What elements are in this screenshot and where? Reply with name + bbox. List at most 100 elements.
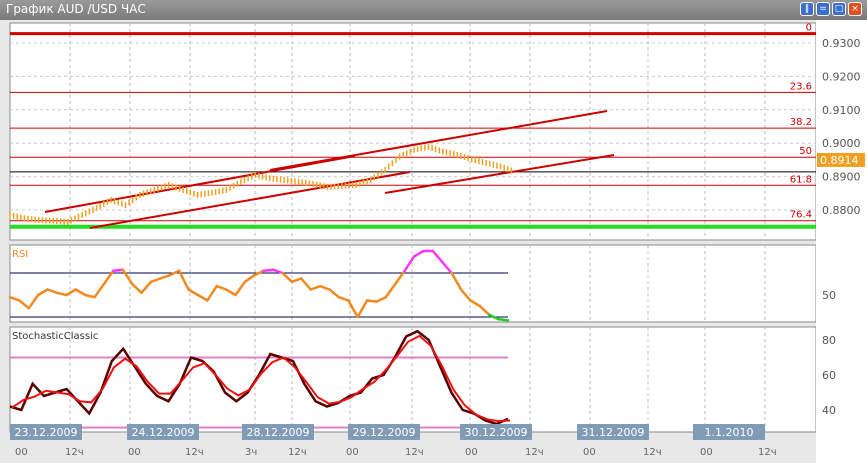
rsi-segment (487, 313, 500, 321)
rsi-segment (253, 269, 265, 277)
price-tick: 0.8800 (822, 204, 861, 217)
time-tick: 12ч (288, 447, 307, 458)
tile-button[interactable]: ‖ (800, 2, 814, 16)
date-badge (242, 424, 314, 440)
rsi-segment (177, 269, 190, 291)
rsi-segment (187, 288, 200, 297)
rsi-segment (36, 288, 49, 297)
rsi-segment (168, 269, 181, 277)
current-price-label: 0.8914 (820, 154, 859, 167)
rsi-segment (412, 249, 425, 258)
rsi-segment (102, 269, 115, 286)
rsi-segment (459, 288, 472, 302)
time-tick: 00 (700, 447, 713, 458)
rsi-segment (318, 284, 331, 291)
rsi-segment (450, 271, 463, 291)
axis-area (816, 20, 867, 463)
rsi-segment (8, 295, 21, 302)
current-price-badge (817, 152, 865, 167)
fib-label: 23.6 (790, 81, 812, 92)
date-label: 28.12.2009 (247, 426, 310, 439)
fib-label: 38.2 (790, 117, 812, 128)
trend-channel-line (384, 154, 615, 194)
time-tick: 00 (465, 447, 478, 458)
date-badge (460, 424, 532, 440)
date-badge (127, 424, 199, 440)
price-tick: 0.9000 (822, 137, 861, 150)
rsi-segment (112, 268, 125, 273)
rsi-segment (440, 260, 453, 275)
time-tick: 00 (583, 447, 596, 458)
rsi-segment (356, 299, 369, 319)
maximize-button[interactable]: □ (832, 2, 846, 16)
close-button[interactable]: × (848, 2, 862, 16)
time-tick: 12ч (185, 447, 204, 458)
rsi-segment (215, 284, 228, 291)
window-titlebar: График AUD /USD ЧАС ‖ = □ × (0, 0, 867, 20)
trend-channel-line (89, 171, 411, 229)
rsi-segment (130, 282, 143, 295)
stoch-tick: 80 (822, 334, 836, 347)
rsi-segment (309, 284, 322, 291)
rsi-segment (281, 271, 294, 284)
stoch-d-line (11, 334, 511, 423)
time-tick: 12ч (65, 447, 84, 458)
rsi-segment (196, 293, 209, 302)
rsi-segment (18, 299, 31, 310)
rsi-segment (140, 280, 153, 295)
rsi-segment (243, 273, 256, 284)
date-label: 29.12.2009 (353, 426, 416, 439)
time-tick: 00 (15, 447, 28, 458)
rsi-segment (290, 277, 303, 284)
rsi-segment (149, 277, 162, 284)
rsi-segment (234, 280, 247, 297)
rsi-segment (55, 291, 68, 297)
time-tick: 3ч (245, 447, 257, 458)
rsi-segment (262, 268, 275, 273)
chart-canvas[interactable]: 0.9300 0.9200 0.9100 0.9000 0.8900 0.8800 0 23.… (0, 20, 867, 463)
date-label: 30.12.2009 (465, 426, 528, 439)
window-title: График AUD /USD ЧАС (6, 2, 146, 16)
rsi-segment (403, 255, 416, 273)
rsi-segment (337, 295, 350, 302)
date-label: 31.12.2009 (582, 426, 645, 439)
rsi-segment (121, 268, 134, 286)
time-tick: 12ч (643, 447, 662, 458)
rsi-segment (83, 293, 96, 299)
rsi-tick: 50 (822, 289, 836, 302)
rsi-segment (384, 282, 397, 299)
rsi-segment (27, 293, 40, 310)
price-tick: 0.9200 (822, 70, 861, 83)
time-tick: 12ч (758, 447, 777, 458)
rsi-segment (224, 288, 237, 297)
date-badge (693, 424, 765, 440)
price-tick: 0.9300 (822, 37, 861, 50)
trend-channel-line (269, 110, 608, 171)
date-label: 24.12.2009 (132, 426, 195, 439)
rsi-segment (300, 277, 312, 291)
rsi-segment (431, 249, 444, 264)
time-tick: 12ч (525, 447, 544, 458)
stoch-tick: 40 (822, 404, 836, 417)
panel-2 (9, 326, 817, 433)
time-tick: 00 (346, 447, 359, 458)
price-tick: 0.9100 (822, 104, 861, 117)
rsi-segment (347, 299, 359, 319)
rsi-segment (65, 288, 78, 297)
date-badge (577, 424, 649, 440)
cascade-button[interactable]: = (816, 2, 830, 16)
rsi-segment (478, 304, 491, 317)
time-tick: 12ч (405, 447, 424, 458)
date-label: 1.1.2010 (705, 426, 754, 439)
rsi-segment (74, 288, 87, 297)
rsi-segment (393, 269, 406, 286)
rsi-segment (271, 268, 284, 275)
price-tick: 0.8900 (822, 171, 861, 184)
rsi-segment (375, 295, 388, 303)
date-label: 23.12.2009 (15, 426, 78, 439)
date-badge (348, 424, 420, 440)
rsi-segment (159, 273, 171, 280)
fib-label: 76.4 (790, 210, 812, 221)
fib-label: 50 (799, 146, 812, 157)
stoch-tick: 60 (822, 369, 836, 382)
